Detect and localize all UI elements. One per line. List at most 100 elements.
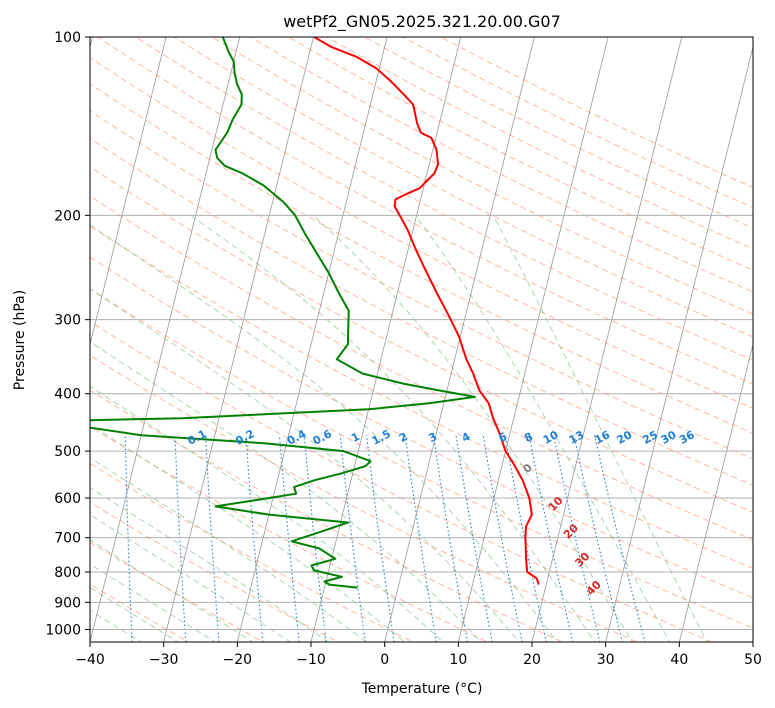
x-tick-label: −10 bbox=[296, 652, 326, 668]
dry-adiabat bbox=[134, 37, 753, 361]
mixing-ratio-line bbox=[432, 435, 469, 642]
isotherm-line bbox=[752, 640, 753, 642]
mixing-ratio-label: 16 bbox=[593, 428, 613, 447]
isotherm-line bbox=[310, 37, 462, 642]
dry-adiabat bbox=[90, 462, 415, 642]
moist-adiabat bbox=[90, 609, 143, 642]
isotherm-line bbox=[236, 37, 388, 642]
x-tick-label: 0 bbox=[380, 652, 389, 668]
isotherm-line bbox=[457, 37, 609, 642]
moist-adiabat-label: 10 bbox=[546, 494, 566, 514]
mixing-ratio-label: 13 bbox=[567, 428, 587, 447]
isotherm-line bbox=[531, 37, 683, 642]
mixing-ratio-label: 36 bbox=[677, 428, 697, 447]
moist-adiabat bbox=[90, 457, 368, 642]
mixing-ratio-label: 0.6 bbox=[311, 427, 335, 448]
mixing-ratio-label: 3 bbox=[426, 430, 439, 445]
y-tick-label: 300 bbox=[54, 313, 81, 329]
mixing-ratio-label: 8 bbox=[522, 430, 535, 445]
mixing-ratio-line bbox=[482, 435, 523, 642]
y-tick-label: 100 bbox=[54, 30, 81, 46]
x-tick-label: 10 bbox=[449, 652, 467, 668]
y-tick-label: 1000 bbox=[45, 622, 81, 638]
dry-adiabat bbox=[90, 288, 753, 629]
moist-adiabat-label: 40 bbox=[584, 578, 604, 598]
x-tick-label: −20 bbox=[223, 652, 253, 668]
gridlines bbox=[90, 37, 753, 642]
mixing-ratio-line bbox=[205, 435, 220, 642]
mixing-ratio-line bbox=[404, 435, 437, 642]
moist-adiabat bbox=[414, 215, 671, 642]
dry-adiabat bbox=[90, 501, 340, 642]
moist-adiabat-label: 0 bbox=[520, 461, 535, 476]
moist-adiabat bbox=[90, 539, 254, 642]
mixing-ratio-label: 10 bbox=[541, 428, 561, 447]
y-tick-label: 600 bbox=[54, 491, 81, 507]
dry-adiabat bbox=[90, 541, 265, 642]
moist-adiabat-label: 30 bbox=[572, 549, 592, 569]
dry-adiabat bbox=[90, 56, 753, 409]
moist-adiabat bbox=[90, 385, 444, 642]
mixing-ratio-label: 0.2 bbox=[233, 427, 256, 448]
x-tick-label: 20 bbox=[523, 652, 541, 668]
y-tick-label: 200 bbox=[54, 208, 81, 224]
mixing-ratio-line bbox=[573, 435, 623, 642]
isotherm-line bbox=[90, 37, 241, 642]
y-axis-label: Pressure (hPa) bbox=[12, 290, 28, 390]
background-lines bbox=[90, 37, 753, 642]
dry-adiabat bbox=[211, 37, 753, 315]
mixing-ratio-label: 30 bbox=[659, 428, 679, 447]
mixing-ratio-line bbox=[124, 435, 133, 642]
moist-adiabat bbox=[90, 224, 558, 642]
moist-adiabat bbox=[90, 341, 482, 642]
profile-line bbox=[90, 37, 476, 589]
isotherm-line bbox=[90, 37, 167, 347]
mixing-ratio-label: 25 bbox=[640, 428, 660, 447]
moist-adiabat bbox=[90, 514, 292, 642]
dry-adiabat bbox=[90, 389, 564, 642]
dry-adiabat bbox=[90, 354, 639, 642]
isotherm-line bbox=[384, 37, 535, 642]
moist-adiabat bbox=[90, 486, 330, 642]
dry-adiabat bbox=[172, 37, 753, 338]
mixing-ratio-label: 1.5 bbox=[370, 427, 393, 448]
mixing-ratio-line bbox=[594, 435, 646, 642]
moist-adiabat bbox=[90, 586, 180, 642]
dry-adiabat bbox=[401, 37, 753, 209]
y-tick-label: 400 bbox=[54, 387, 81, 403]
dry-adiabat bbox=[90, 583, 190, 642]
plot-frame bbox=[89, 36, 754, 643]
dry-adiabat bbox=[90, 137, 753, 486]
x-tick-label: −40 bbox=[75, 652, 105, 668]
moist-adiabat bbox=[312, 214, 633, 642]
y-tick-label: 800 bbox=[54, 565, 81, 581]
dry-adiabat bbox=[363, 37, 753, 229]
moist-adiabat bbox=[190, 214, 596, 642]
x-tick-label: −30 bbox=[149, 652, 179, 668]
moist-adiabat bbox=[492, 215, 708, 642]
dry-adiabat bbox=[90, 425, 489, 642]
dry-adiabat bbox=[287, 37, 753, 271]
mixing-ratio-label: 20 bbox=[615, 428, 635, 447]
isotherm-line bbox=[678, 342, 753, 642]
dry-adiabat bbox=[90, 195, 753, 541]
mixing-ratio-line bbox=[504, 435, 547, 642]
dry-adiabat bbox=[90, 83, 753, 434]
mixing-ratio-line bbox=[455, 435, 493, 642]
y-tick-label: 900 bbox=[54, 595, 81, 611]
y-axis: 1000 900 800 700 600 500 400 300 200 100 bbox=[45, 30, 90, 638]
dry-adiabat bbox=[90, 225, 753, 570]
x-axis-label: Temperature (°C) bbox=[361, 681, 483, 697]
moist-adiabat bbox=[90, 288, 520, 642]
dry-adiabat bbox=[249, 37, 753, 293]
y-tick-label: 500 bbox=[54, 444, 81, 460]
mixing-ratio-line bbox=[553, 435, 601, 642]
isotherm-line bbox=[605, 45, 753, 642]
chart-title: wetPf2_GN05.2025.321.20.00.G07 bbox=[283, 12, 561, 32]
isotherm-line bbox=[163, 37, 314, 642]
moist-adiabat-label: 20 bbox=[561, 521, 581, 541]
y-tick-label: 700 bbox=[54, 531, 81, 547]
dry-adiabat bbox=[90, 166, 753, 513]
mixing-ratio-label: 2 bbox=[397, 430, 410, 445]
